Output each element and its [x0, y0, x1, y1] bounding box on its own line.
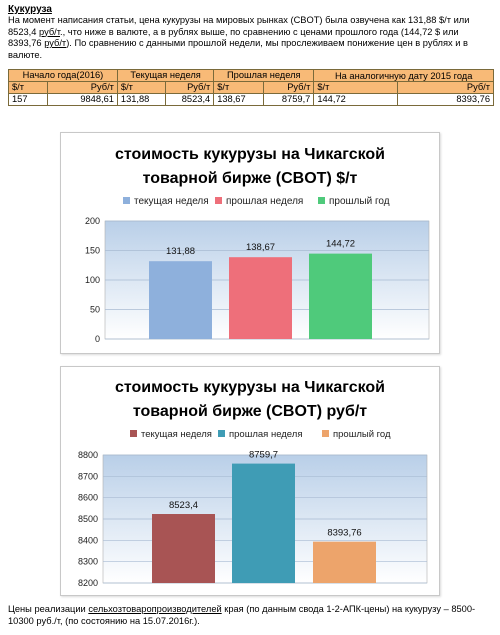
bar-value-label: 8759,7 — [249, 450, 278, 461]
chart-title-line-2: товарной бирже (CBOT) $/т — [143, 170, 358, 187]
price-cell: 9848,61 — [46, 93, 118, 106]
group-header-current-week: Текущая неделя — [116, 69, 215, 82]
chart-title-line-1: стоимость кукурузы на Чикагской — [115, 146, 385, 163]
y-tick-label: 8300 — [78, 557, 98, 567]
unit-header: Руб/т — [46, 81, 118, 94]
y-tick-label: 50 — [90, 305, 100, 315]
bar-last-year — [313, 541, 376, 583]
bar-previous-week — [232, 463, 295, 583]
legend-swatch — [123, 197, 130, 204]
bar-value-label: 8393,76 — [327, 528, 361, 539]
legend-label: текущая неделя — [141, 429, 212, 440]
footer-producers: сельхозтоваропроизводителей — [88, 604, 222, 614]
legend-swatch — [318, 197, 325, 204]
legend-label: текущая неделя — [134, 196, 209, 207]
article-intro: На момент написания статьи, цена кукуруз… — [8, 15, 494, 61]
y-tick-label: 8200 — [78, 578, 98, 588]
footer-note: Цены реализации сельхозтоваропроизводите… — [8, 604, 494, 627]
intro-unit: руб/т — [39, 26, 60, 37]
usd-chart-canvas: стоимость кукурузы на Чикагской товарной … — [85, 146, 430, 344]
price-table: Начало года(2016) Текущая неделя Прошлая… — [8, 69, 494, 106]
price-table-unit-row: $/т Руб/т $/т Руб/т $/т Руб/т $/т Руб/т — [8, 81, 494, 94]
rub-chart-canvas: стоимость кукурузы на Чикагской товарной … — [78, 379, 428, 588]
group-header-last-year: На аналогичную дату 2015 года — [313, 69, 494, 82]
y-tick-label: 8600 — [78, 493, 98, 503]
group-header-previous-week: Прошлая неделя — [213, 69, 315, 82]
legend-swatch — [218, 430, 225, 437]
bar-value-label: 131,88 — [166, 246, 195, 257]
legend-label: прошлый год — [329, 196, 390, 207]
footer-part-2: края (по данным свода 1-2-АПК-цены) на к… — [8, 604, 476, 626]
bar-value-label: 144,72 — [326, 239, 355, 250]
chart-title-line-2: товарной бирже (CBOT) руб/т — [133, 403, 367, 420]
bar-value-label: 8523,4 — [169, 500, 198, 511]
price-cell: 8523,4 — [165, 93, 215, 106]
article-heading: Кукуруза — [8, 4, 52, 15]
bar-value-label: 138,67 — [246, 242, 275, 253]
group-header-start-year: Начало года(2016) — [8, 69, 118, 82]
usd-price-chart: стоимость кукурузы на Чикагской товарной … — [60, 132, 440, 354]
legend-label: прошлый год — [333, 429, 391, 440]
price-cell: 157 — [8, 93, 48, 106]
intro-part-3: ). По сравнению с данными прошлой недели… — [8, 38, 468, 60]
y-tick-label: 8700 — [78, 471, 98, 481]
legend-label: прошлая неделя — [226, 196, 303, 207]
bar-current-week — [149, 261, 212, 339]
unit-header: $/т — [8, 81, 48, 94]
price-table-value-row: 157 9848,61 131,88 8523,4 138,67 8759,7 … — [8, 93, 494, 106]
price-cell: 131,88 — [116, 93, 167, 106]
price-table-group-row: Начало года(2016) Текущая неделя Прошлая… — [8, 69, 494, 82]
bar-current-week — [152, 514, 215, 583]
intro-part-2: ., что ниже в валюте, а в рублях выше, п… — [8, 26, 459, 49]
price-cell: 144,72 — [313, 93, 398, 106]
price-cell: 8759,7 — [263, 93, 315, 106]
unit-header: $/т — [313, 81, 398, 94]
unit-header: $/т — [116, 81, 167, 94]
y-tick-label: 8500 — [78, 514, 98, 524]
intro-part-1: На момент написания статьи, цена кукуруз… — [8, 15, 470, 37]
bar-previous-week — [229, 257, 292, 339]
y-tick-label: 8400 — [78, 535, 98, 545]
legend-swatch — [322, 430, 329, 437]
price-cell: 138,67 — [213, 93, 265, 106]
y-tick-label: 150 — [85, 246, 100, 256]
unit-header: Руб/т — [165, 81, 215, 94]
legend-swatch — [215, 197, 222, 204]
unit-header: $/т — [213, 81, 265, 94]
y-tick-label: 0 — [95, 334, 100, 344]
legend-label: прошлая неделя — [229, 429, 302, 440]
chart-title-line-1: стоимость кукурузы на Чикагской — [115, 379, 385, 396]
y-tick-label: 200 — [85, 216, 100, 226]
unit-header: Руб/т — [397, 81, 494, 94]
rub-price-chart: стоимость кукурузы на Чикагской товарной … — [60, 366, 440, 596]
y-tick-label: 8800 — [78, 450, 98, 460]
y-tick-label: 100 — [85, 275, 100, 285]
price-cell: 8393,76 — [397, 93, 494, 106]
footer-part-1: Цены реализации — [8, 604, 89, 614]
legend-swatch — [130, 430, 137, 437]
unit-header: Руб/т — [263, 81, 315, 94]
intro-unit-2: руб/т — [44, 38, 67, 49]
bar-last-year — [309, 253, 372, 339]
